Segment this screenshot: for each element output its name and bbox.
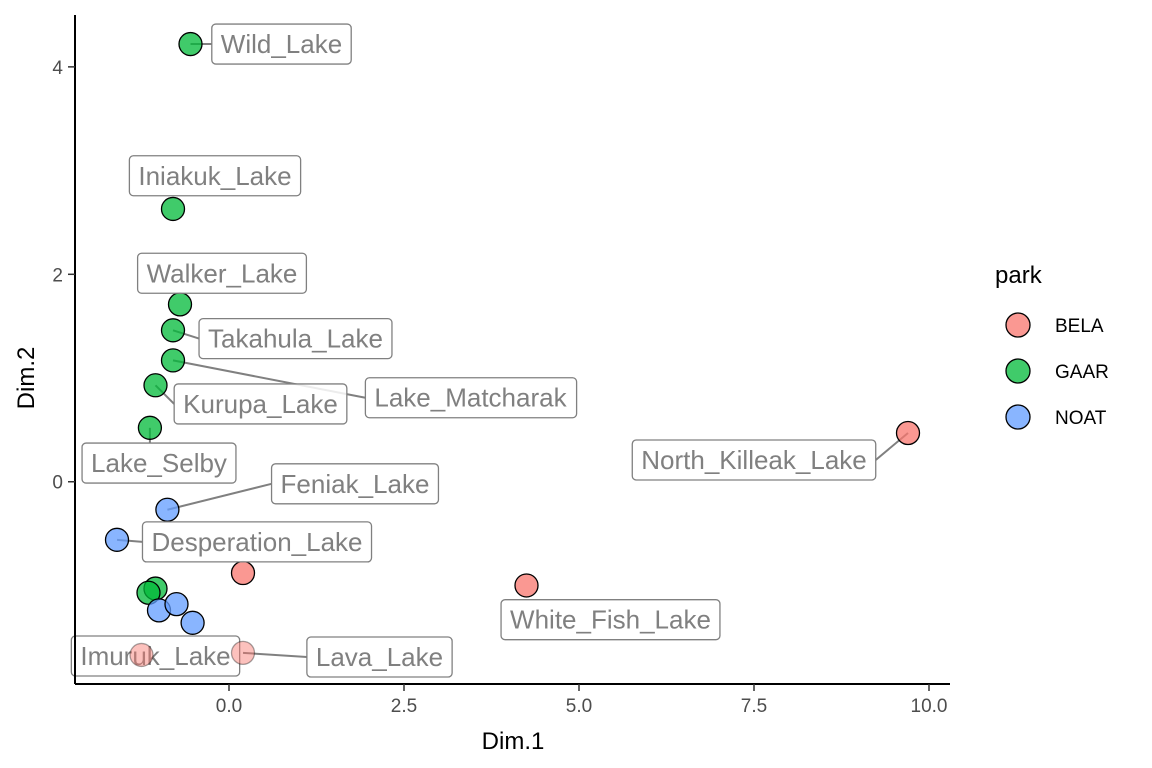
axes: 0.0 2.5 5.0 7.5 10.0 0 2 4 bbox=[52, 15, 950, 717]
x-tick-label: 10.0 bbox=[911, 696, 948, 717]
point-label-text: Lava_Lake bbox=[316, 642, 443, 672]
legend-key-gaar bbox=[1005, 358, 1031, 384]
point-label: Lake_Selby bbox=[81, 442, 237, 484]
data-point-gaar bbox=[136, 580, 161, 605]
point-label-text: North_Killeak_Lake bbox=[641, 445, 866, 475]
point-label-box bbox=[211, 23, 352, 65]
point-label-box bbox=[364, 377, 578, 419]
data-point-gaar bbox=[143, 373, 168, 398]
legend-key-noat bbox=[1005, 404, 1031, 430]
legend: park BELA GAAR NOAT bbox=[995, 262, 1109, 430]
data-point-bela bbox=[895, 420, 921, 446]
data-point-bela bbox=[129, 642, 154, 668]
data-point-bela bbox=[230, 640, 256, 666]
x-axis-title: Dim.1 bbox=[482, 728, 545, 755]
data-point-gaar bbox=[160, 318, 186, 343]
data-point-gaar bbox=[137, 415, 163, 440]
data-point-bela bbox=[230, 560, 256, 586]
point-label-box bbox=[136, 252, 308, 294]
point-label: Walker_Lake bbox=[136, 252, 308, 294]
point-label-text: Lake_Selby bbox=[91, 448, 227, 478]
point-label: Iniakuk_Lake bbox=[128, 155, 302, 197]
point-label-text: Wild_Lake bbox=[221, 29, 342, 59]
data-point-gaar bbox=[178, 31, 203, 57]
data-points bbox=[104, 31, 921, 635]
legend-title: park bbox=[995, 262, 1043, 289]
legend-key-bela bbox=[1005, 312, 1031, 338]
x-tick-label: 5.0 bbox=[566, 696, 592, 717]
point-label-box bbox=[270, 463, 440, 505]
point-label-box bbox=[198, 317, 393, 360]
point-label-box bbox=[70, 635, 241, 677]
x-tick-label: 2.5 bbox=[391, 696, 417, 717]
point-label-text: Kurupa_Lake bbox=[183, 389, 338, 419]
point-label: Takahula_Lake bbox=[198, 317, 393, 360]
point-label-text: White_Fish_Lake bbox=[510, 605, 711, 635]
point-label: North_Killeak_Lake bbox=[631, 439, 877, 481]
label-connector bbox=[242, 651, 307, 659]
data-point-noat bbox=[155, 497, 180, 522]
data-point-noat bbox=[180, 610, 205, 635]
point-label: Desperation_Lake bbox=[141, 521, 373, 563]
data-point-noat bbox=[164, 591, 189, 617]
x-tick-label: 7.5 bbox=[741, 696, 767, 717]
point-label-text: Lake_Matcharak bbox=[374, 383, 567, 413]
point-label-box bbox=[128, 155, 302, 197]
point-label-text: Iniakuk_Lake bbox=[138, 161, 291, 191]
point-label: Feniak_Lake bbox=[270, 463, 440, 505]
point-label: White_Fish_Lake bbox=[500, 599, 721, 641]
data-point-gaar bbox=[167, 292, 193, 317]
data-point-bela bbox=[514, 573, 539, 598]
point-label-box bbox=[141, 521, 373, 563]
point-label-text: Imuruk_Lake bbox=[80, 641, 230, 671]
point-label: Wild_Lake bbox=[211, 23, 352, 65]
y-tick-label: 0 bbox=[52, 473, 63, 494]
point-label: Kurupa_Lake bbox=[173, 383, 348, 425]
legend-label: NOAT bbox=[1055, 408, 1107, 429]
point-label-box bbox=[631, 439, 877, 481]
data-point-gaar bbox=[160, 348, 186, 373]
legend-label: GAAR bbox=[1055, 362, 1109, 383]
point-label-text: Feniak_Lake bbox=[281, 469, 430, 499]
point-label: Imuruk_Lake bbox=[70, 635, 241, 677]
y-tick-label: 4 bbox=[52, 58, 63, 79]
label-connector bbox=[167, 482, 272, 511]
legend-label: BELA bbox=[1055, 316, 1104, 337]
y-tick-label: 2 bbox=[52, 265, 63, 286]
point-label-box bbox=[81, 442, 237, 484]
point-label-box bbox=[500, 599, 721, 641]
point-label-text: Desperation_Lake bbox=[151, 527, 362, 557]
point-label-box bbox=[173, 383, 348, 425]
point-label-text: Walker_Lake bbox=[147, 258, 298, 288]
data-point-noat bbox=[104, 527, 130, 552]
data-point-gaar bbox=[160, 196, 186, 222]
point-labels: Wild_Lake Iniakuk_Lake Walker_Lake Takahula… bbox=[70, 23, 877, 678]
y-axis-title: Dim.2 bbox=[13, 347, 40, 410]
point-label: Lava_Lake bbox=[306, 636, 453, 678]
point-label: Lake_Matcharak bbox=[364, 377, 578, 419]
x-tick-label: 0.0 bbox=[216, 696, 242, 717]
point-label-box bbox=[306, 636, 453, 678]
point-label-text: Takahula_Lake bbox=[208, 324, 383, 354]
